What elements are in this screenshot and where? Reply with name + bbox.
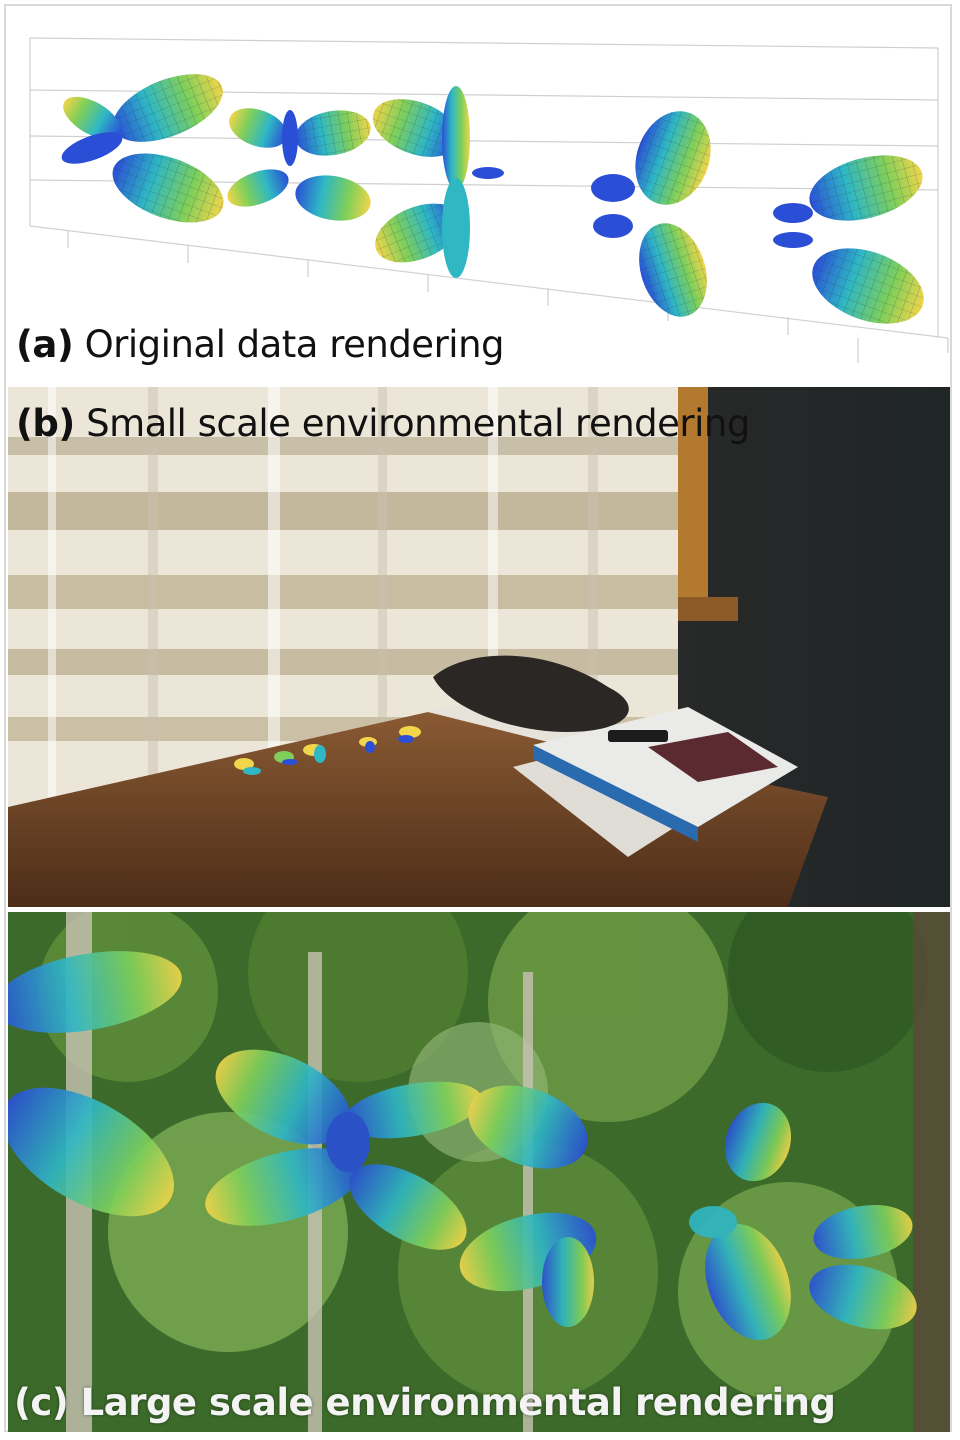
dark-bag	[433, 655, 629, 732]
room-scene	[8, 387, 950, 907]
caption-c: (c) Large scale environmental rendering	[14, 1381, 836, 1424]
large-glyphs	[8, 951, 917, 1341]
panel-small-scale-rendering: (b) Small scale environmental rendering	[8, 387, 950, 907]
caption-b-label: (b)	[16, 402, 75, 445]
caption-b: (b) Small scale environmental rendering	[16, 405, 750, 442]
small-glyphs	[234, 726, 421, 775]
panel-large-scale-rendering: (c) Large scale environmental rendering	[8, 912, 950, 1432]
glyph-plot	[29, 37, 949, 363]
glyph-2	[227, 108, 371, 221]
panel-original-data-rendering: (a) Original data rendering	[8, 8, 950, 380]
glyph-5	[773, 155, 924, 324]
caption-a: (a) Original data rendering	[16, 323, 505, 366]
caption-a-title: Original data rendering	[84, 323, 505, 366]
glyph-1	[61, 74, 224, 223]
caption-b-title: Small scale environmental rendering	[86, 402, 750, 445]
caption-c-label: (c)	[14, 1381, 69, 1424]
glyph-4	[591, 111, 711, 317]
forest-scene	[8, 912, 950, 1432]
caption-c-title: Large scale environmental rendering	[80, 1381, 836, 1424]
glyph-3	[372, 86, 504, 278]
caption-a-label: (a)	[16, 323, 74, 366]
